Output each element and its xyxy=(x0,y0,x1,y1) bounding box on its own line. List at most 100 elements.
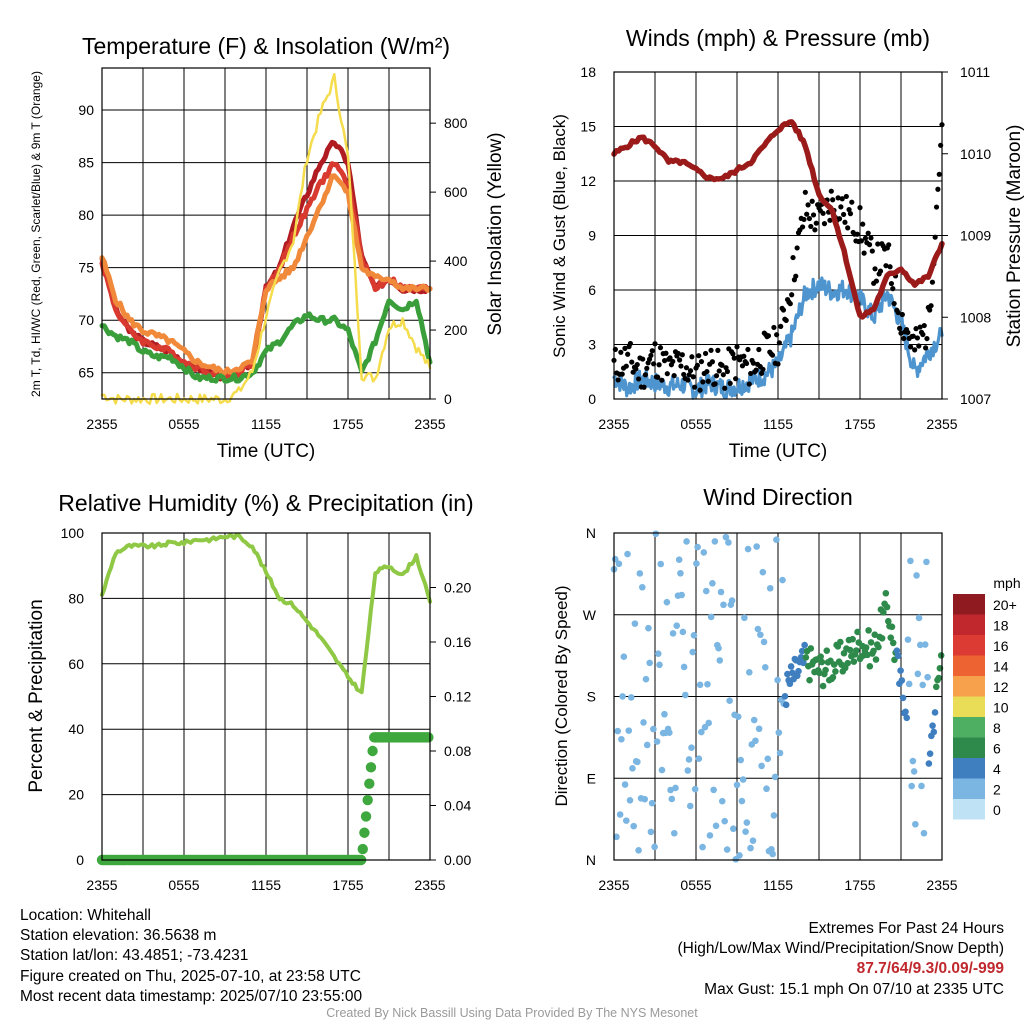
precip-point xyxy=(365,762,377,773)
direction-point xyxy=(902,708,909,716)
legend-title: mph xyxy=(993,575,1020,591)
gust-point xyxy=(936,171,942,177)
y-tick-label: 100 xyxy=(61,525,85,541)
gust-point xyxy=(872,266,878,272)
gust-point xyxy=(689,354,695,360)
direction-point xyxy=(903,714,911,722)
station-info: Location: Whitehall Station elevation: 3… xyxy=(20,906,362,1007)
direction-point xyxy=(613,833,620,841)
direction-point xyxy=(800,659,807,667)
direction-point xyxy=(899,694,907,702)
created-text: Figure created on Thu, 2025-07-10, at 23… xyxy=(20,967,361,985)
gust-point xyxy=(622,345,628,352)
direction-point xyxy=(878,634,886,642)
direction-point xyxy=(705,719,713,727)
gust-point xyxy=(629,359,635,365)
gust-point xyxy=(890,286,896,292)
x-tick-label: 1755 xyxy=(844,416,875,432)
gust-point xyxy=(928,303,934,309)
direction-point xyxy=(685,756,693,763)
direction-point xyxy=(648,799,656,807)
direction-point xyxy=(734,713,742,720)
legend-swatch xyxy=(953,594,985,615)
direction-point xyxy=(654,650,662,657)
direction-point xyxy=(698,728,705,736)
gust-point xyxy=(775,361,781,367)
y2-tick-label: 0.12 xyxy=(444,689,471,705)
direction-point xyxy=(743,819,751,826)
direction-point xyxy=(921,641,929,648)
gust-point xyxy=(648,352,654,359)
direction-point xyxy=(680,663,688,671)
gust-point xyxy=(619,371,625,377)
y2-tick-label: 0.00 xyxy=(444,852,471,868)
legend-label: 0 xyxy=(993,802,1001,818)
y2-tick-label: 1009 xyxy=(960,228,991,244)
direction-point xyxy=(684,767,692,774)
gust-point xyxy=(657,345,664,351)
legend-label: 10 xyxy=(993,700,1009,716)
temperature-insolation-chart: 2355 0555 1155 1755 2355 65 70 75 80 85 90 0 200 400 6… xyxy=(29,33,506,462)
x-tick-label: 1755 xyxy=(844,877,875,893)
y-tick-label: 12 xyxy=(580,173,596,189)
y-tick-label: 60 xyxy=(68,656,84,672)
gust-point xyxy=(862,235,869,241)
direction-point xyxy=(830,661,838,668)
gust-point xyxy=(790,254,796,261)
direction-point xyxy=(720,601,727,609)
direction-point xyxy=(872,656,880,663)
legend-label: 6 xyxy=(993,741,1001,757)
gust-point xyxy=(935,186,941,192)
direction-point xyxy=(693,560,700,567)
gust-point xyxy=(857,205,863,211)
gust-point xyxy=(716,368,722,374)
direction-point xyxy=(614,727,621,735)
direction-point xyxy=(759,568,767,576)
gust-point xyxy=(920,331,926,338)
gust-point xyxy=(692,384,698,390)
gust-point xyxy=(812,227,818,233)
chart-title: Winds (mph) & Pressure (mb) xyxy=(626,25,930,51)
gust-point xyxy=(830,197,836,203)
direction-point xyxy=(750,716,758,724)
x-tick-label: 2355 xyxy=(598,416,629,432)
direction-point xyxy=(616,811,624,818)
precip-point xyxy=(364,778,375,789)
direction-point xyxy=(683,538,690,545)
gust-point xyxy=(704,368,710,375)
gust-point xyxy=(746,381,752,387)
direction-point xyxy=(738,797,746,805)
gust-point xyxy=(702,350,709,357)
y2-tick-label: 0.20 xyxy=(444,580,471,596)
y2-tick-label: 0.04 xyxy=(444,798,471,814)
direction-point xyxy=(688,744,695,751)
gust-point xyxy=(677,357,683,363)
gust-point xyxy=(618,349,624,355)
gust-point xyxy=(731,355,737,361)
gust-point xyxy=(861,250,867,256)
direction-point xyxy=(871,631,879,639)
x-tick-label: 0555 xyxy=(680,416,711,432)
gust-point xyxy=(838,204,844,210)
gust-point xyxy=(898,330,904,336)
direction-point xyxy=(624,550,631,558)
x-tick-label: 2355 xyxy=(926,416,957,432)
direction-point xyxy=(704,680,711,688)
gust-point xyxy=(783,317,789,323)
precip-point xyxy=(367,745,378,757)
x-tick-label: 1155 xyxy=(251,416,281,432)
extremes-title: Extremes For Past 24 Hours xyxy=(808,920,1004,937)
direction-point xyxy=(904,636,912,643)
gust-point xyxy=(895,310,901,316)
gust-point xyxy=(753,367,759,373)
gust-point xyxy=(634,361,640,368)
direction-point xyxy=(682,691,689,699)
direction-point xyxy=(764,755,772,763)
gust-point xyxy=(678,363,684,369)
direction-point xyxy=(920,829,928,837)
legend-swatch xyxy=(953,635,985,656)
direction-point xyxy=(844,659,851,667)
direction-point xyxy=(763,785,770,793)
gust-point xyxy=(821,221,828,227)
